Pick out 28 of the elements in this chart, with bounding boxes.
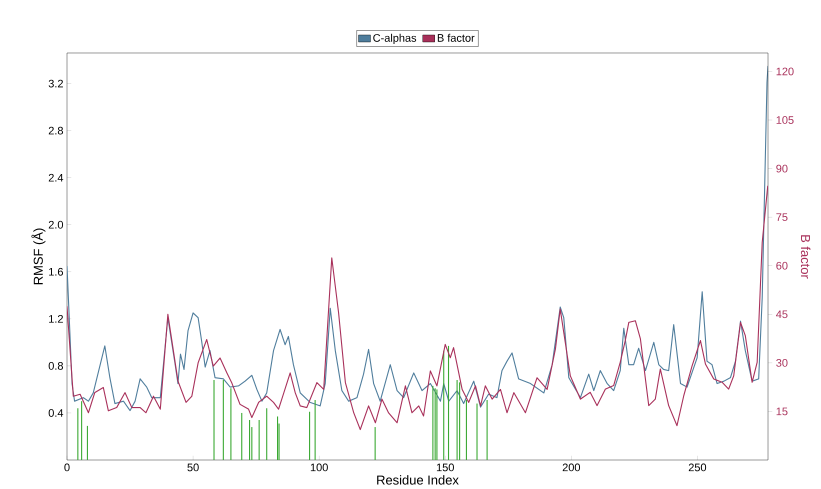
x-tick-label: 150 [436,464,454,472]
y-tick-label: 2.0 [48,220,64,229]
x-tick-label: 0 [64,464,70,472]
y-tick-label: 1.6 [49,268,63,276]
y-tick-label: 3.2 [48,80,63,88]
y2-tick-label: 105 [776,116,794,124]
y2-tick-label: 15 [776,408,788,416]
y2-tick-label: 75 [776,213,788,221]
y2-axis-title: B factor [800,235,810,279]
legend-label: B factor [438,34,475,42]
y2-tick-label: 30 [776,358,788,367]
y-tick-label: 0.8 [48,362,63,370]
line-series [67,185,768,430]
y-axis-title: RMSF (Å) [31,228,46,284]
y2-tick-label: 90 [776,164,788,172]
legend-label: C-alphas [373,34,416,44]
y2-tick-label: 45 [776,310,788,318]
y-tick-label: 0.4 [48,409,64,417]
x-tick-label: 50 [187,464,199,472]
y2-tick-label: 120 [776,68,794,76]
y2-tick-label: 60 [776,262,788,270]
y-tick-label: 2.8 [48,126,63,135]
y-tick-label: 1.2 [49,315,63,323]
x-tick-label: 200 [562,464,580,472]
y-tick-label: 2.4 [48,174,64,182]
x-axis-title: Residue Index [377,475,459,485]
x-tick-label: 250 [688,464,706,472]
x-tick-label: 100 [310,464,328,472]
